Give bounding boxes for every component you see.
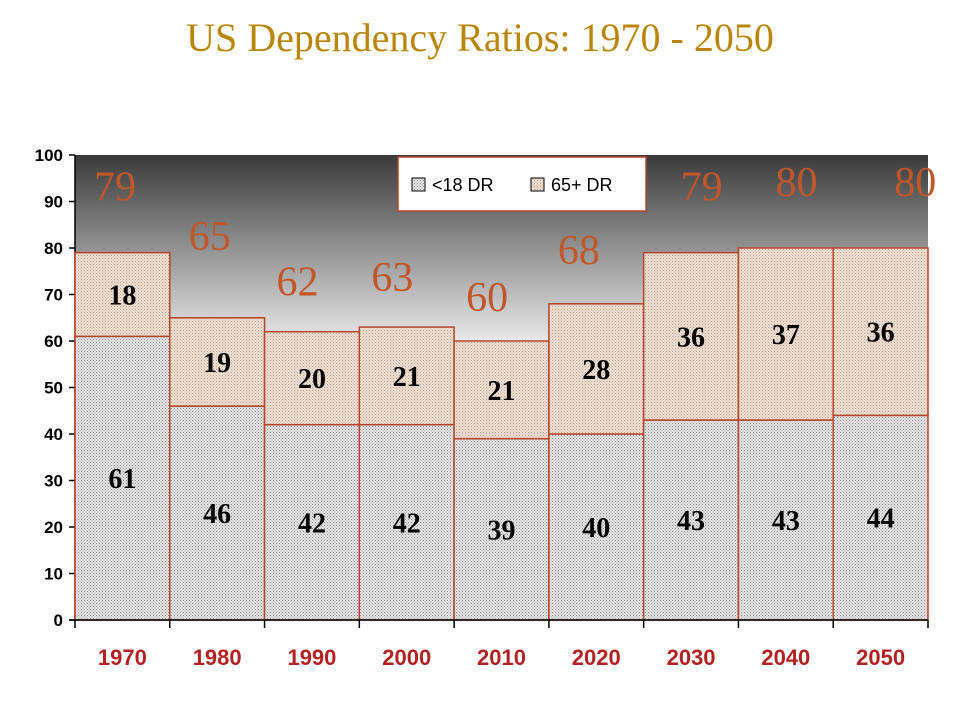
bar-65plus <box>832 247 929 417</box>
y-tick-label: 40 <box>44 425 63 444</box>
bar-65plus <box>642 251 740 421</box>
data-label-under18: 40 <box>582 513 610 544</box>
total-label: 80 <box>775 160 817 206</box>
data-label-65plus: 36 <box>677 322 705 353</box>
x-tick-label: 2050 <box>856 645 905 670</box>
data-label-under18: 46 <box>203 499 231 530</box>
x-tick-label: 1980 <box>193 645 242 670</box>
data-label-under18: 43 <box>677 506 705 537</box>
data-label-under18: 43 <box>772 506 800 537</box>
data-label-65plus: 18 <box>108 281 136 312</box>
bar-65plus <box>263 330 361 426</box>
bar-65plus <box>74 251 171 338</box>
bar-under18 <box>548 433 645 621</box>
y-axis: 0 10 20 30 40 50 60 70 80 90 100 <box>35 146 76 630</box>
legend-swatch <box>530 177 545 192</box>
data-label-65plus: 36 <box>867 318 895 349</box>
total-label: 62 <box>277 260 319 306</box>
x-tick-label: 2010 <box>477 645 526 670</box>
bar-65plus <box>548 303 645 435</box>
legend-label: <18 DR <box>432 175 494 195</box>
y-tick-label: 50 <box>44 379 63 398</box>
data-label-65plus: 19 <box>203 348 231 379</box>
x-tick-label: 2020 <box>572 645 621 670</box>
data-label-under18: 42 <box>393 508 421 539</box>
legend: <18 DR 65+ DR <box>397 156 647 212</box>
data-label-65plus: 21 <box>488 376 516 407</box>
data-label-under18: 39 <box>488 515 516 546</box>
x-tick-label: 1990 <box>287 645 336 670</box>
x-tick-label: 2030 <box>667 645 716 670</box>
x-tick-label: 2040 <box>761 645 810 670</box>
total-label: 68 <box>558 228 600 274</box>
y-tick-label: 10 <box>44 565 63 584</box>
chart-title: US Dependency Ratios: 1970 - 2050 <box>186 15 774 60</box>
bar-under18 <box>453 437 550 621</box>
total-label: 79 <box>681 165 723 211</box>
bars: 61 18 79 46 19 65 42 20 62 42 21 63 39 21 60 40 28 68 43 36… <box>74 160 936 621</box>
bar-65plus <box>169 317 266 407</box>
total-label: 60 <box>466 275 508 321</box>
y-tick-label: 20 <box>44 518 63 537</box>
total-label: 80 <box>894 160 936 206</box>
data-label-65plus: 37 <box>772 320 800 351</box>
y-tick-label: 100 <box>35 146 63 165</box>
x-axis: 1970 1980 1990 2000 2010 2020 2030 2040 2050 <box>69 619 929 670</box>
bar-65plus <box>453 340 550 440</box>
y-tick-label: 90 <box>44 193 63 212</box>
legend-swatch <box>411 177 426 192</box>
y-tick-label: 80 <box>44 239 63 258</box>
data-label-65plus: 20 <box>298 364 326 395</box>
bar-65plus <box>358 326 455 426</box>
total-label: 79 <box>94 165 136 211</box>
total-label: 63 <box>371 255 413 301</box>
y-tick-label: 30 <box>44 472 63 491</box>
data-label-65plus: 21 <box>393 362 421 393</box>
bar-under18 <box>263 423 361 621</box>
x-tick-label: 1970 <box>98 645 147 670</box>
y-tick-label: 60 <box>44 332 63 351</box>
x-tick-label: 2000 <box>382 645 431 670</box>
data-label-under18: 61 <box>108 464 136 495</box>
total-label: 65 <box>189 214 231 260</box>
data-label-under18: 42 <box>298 508 326 539</box>
bar-under18 <box>642 419 740 621</box>
y-tick-label: 0 <box>54 611 63 630</box>
legend-box <box>397 156 647 212</box>
data-label-under18: 44 <box>867 504 895 535</box>
data-label-65plus: 28 <box>582 355 610 386</box>
bar-under18 <box>169 405 266 621</box>
y-tick-label: 70 <box>44 286 63 305</box>
legend-label: 65+ DR <box>551 175 613 195</box>
